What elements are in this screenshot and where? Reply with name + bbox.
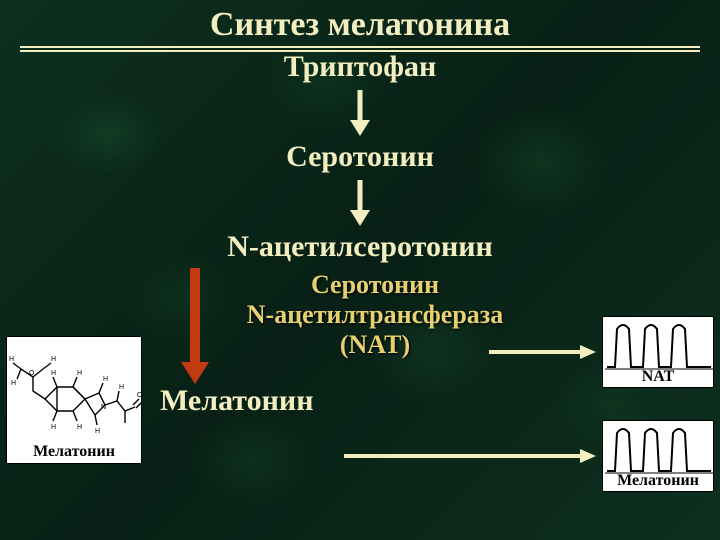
page-title: Синтез мелатонина (0, 0, 720, 44)
title-text: Синтез мелатонина (210, 6, 510, 43)
svg-text:H: H (51, 370, 56, 377)
rhythm-mel-svg (603, 421, 715, 475)
rhythm-mel-label: Мелатонин (603, 472, 713, 490)
step-n-acetylserotonin: N-ацетилсеротонин (0, 230, 720, 264)
svg-text:O: O (29, 370, 35, 377)
svg-text:H: H (103, 376, 108, 383)
svg-text:H: H (51, 424, 56, 431)
svg-text:N: N (101, 404, 106, 411)
enzyme-line2: N-ацетилтрансфераза (220, 300, 530, 330)
svg-text:H: H (9, 356, 14, 363)
arrow-down-red (178, 266, 212, 384)
svg-text:H: H (11, 380, 16, 387)
arrow-down-1 (345, 88, 375, 136)
enzyme-block: Серотонин N-ацетилтрансфераза (NAT) (220, 270, 530, 360)
arrow-down-2 (345, 178, 375, 226)
arrow-to-nat (487, 343, 596, 361)
molecule-label: Мелатонин (7, 443, 141, 461)
rhythm-nat-label: NAT (603, 368, 713, 386)
svg-text:O: O (137, 392, 143, 399)
arrow-to-mel (342, 447, 596, 465)
step-tryptophan: Триптофан (0, 50, 720, 84)
molecule-svg: HH HH HH H HHH O O N (7, 337, 143, 447)
svg-text:H: H (77, 370, 82, 377)
molecule-structure-box: HH HH HH H HHH O O N Мелатонин (6, 336, 142, 464)
svg-text:H: H (95, 428, 100, 435)
rhythm-nat-svg (603, 317, 715, 371)
svg-text:H: H (77, 424, 82, 431)
svg-text:H: H (51, 356, 56, 363)
enzyme-line1: Серотонин (220, 270, 530, 300)
enzyme-line3: (NAT) (220, 330, 530, 360)
rhythm-mel-box: Мелатонин (602, 420, 714, 492)
svg-text:H: H (119, 384, 124, 391)
step-serotonin: Серотонин (0, 140, 720, 174)
rhythm-nat-box: NAT (602, 316, 714, 388)
